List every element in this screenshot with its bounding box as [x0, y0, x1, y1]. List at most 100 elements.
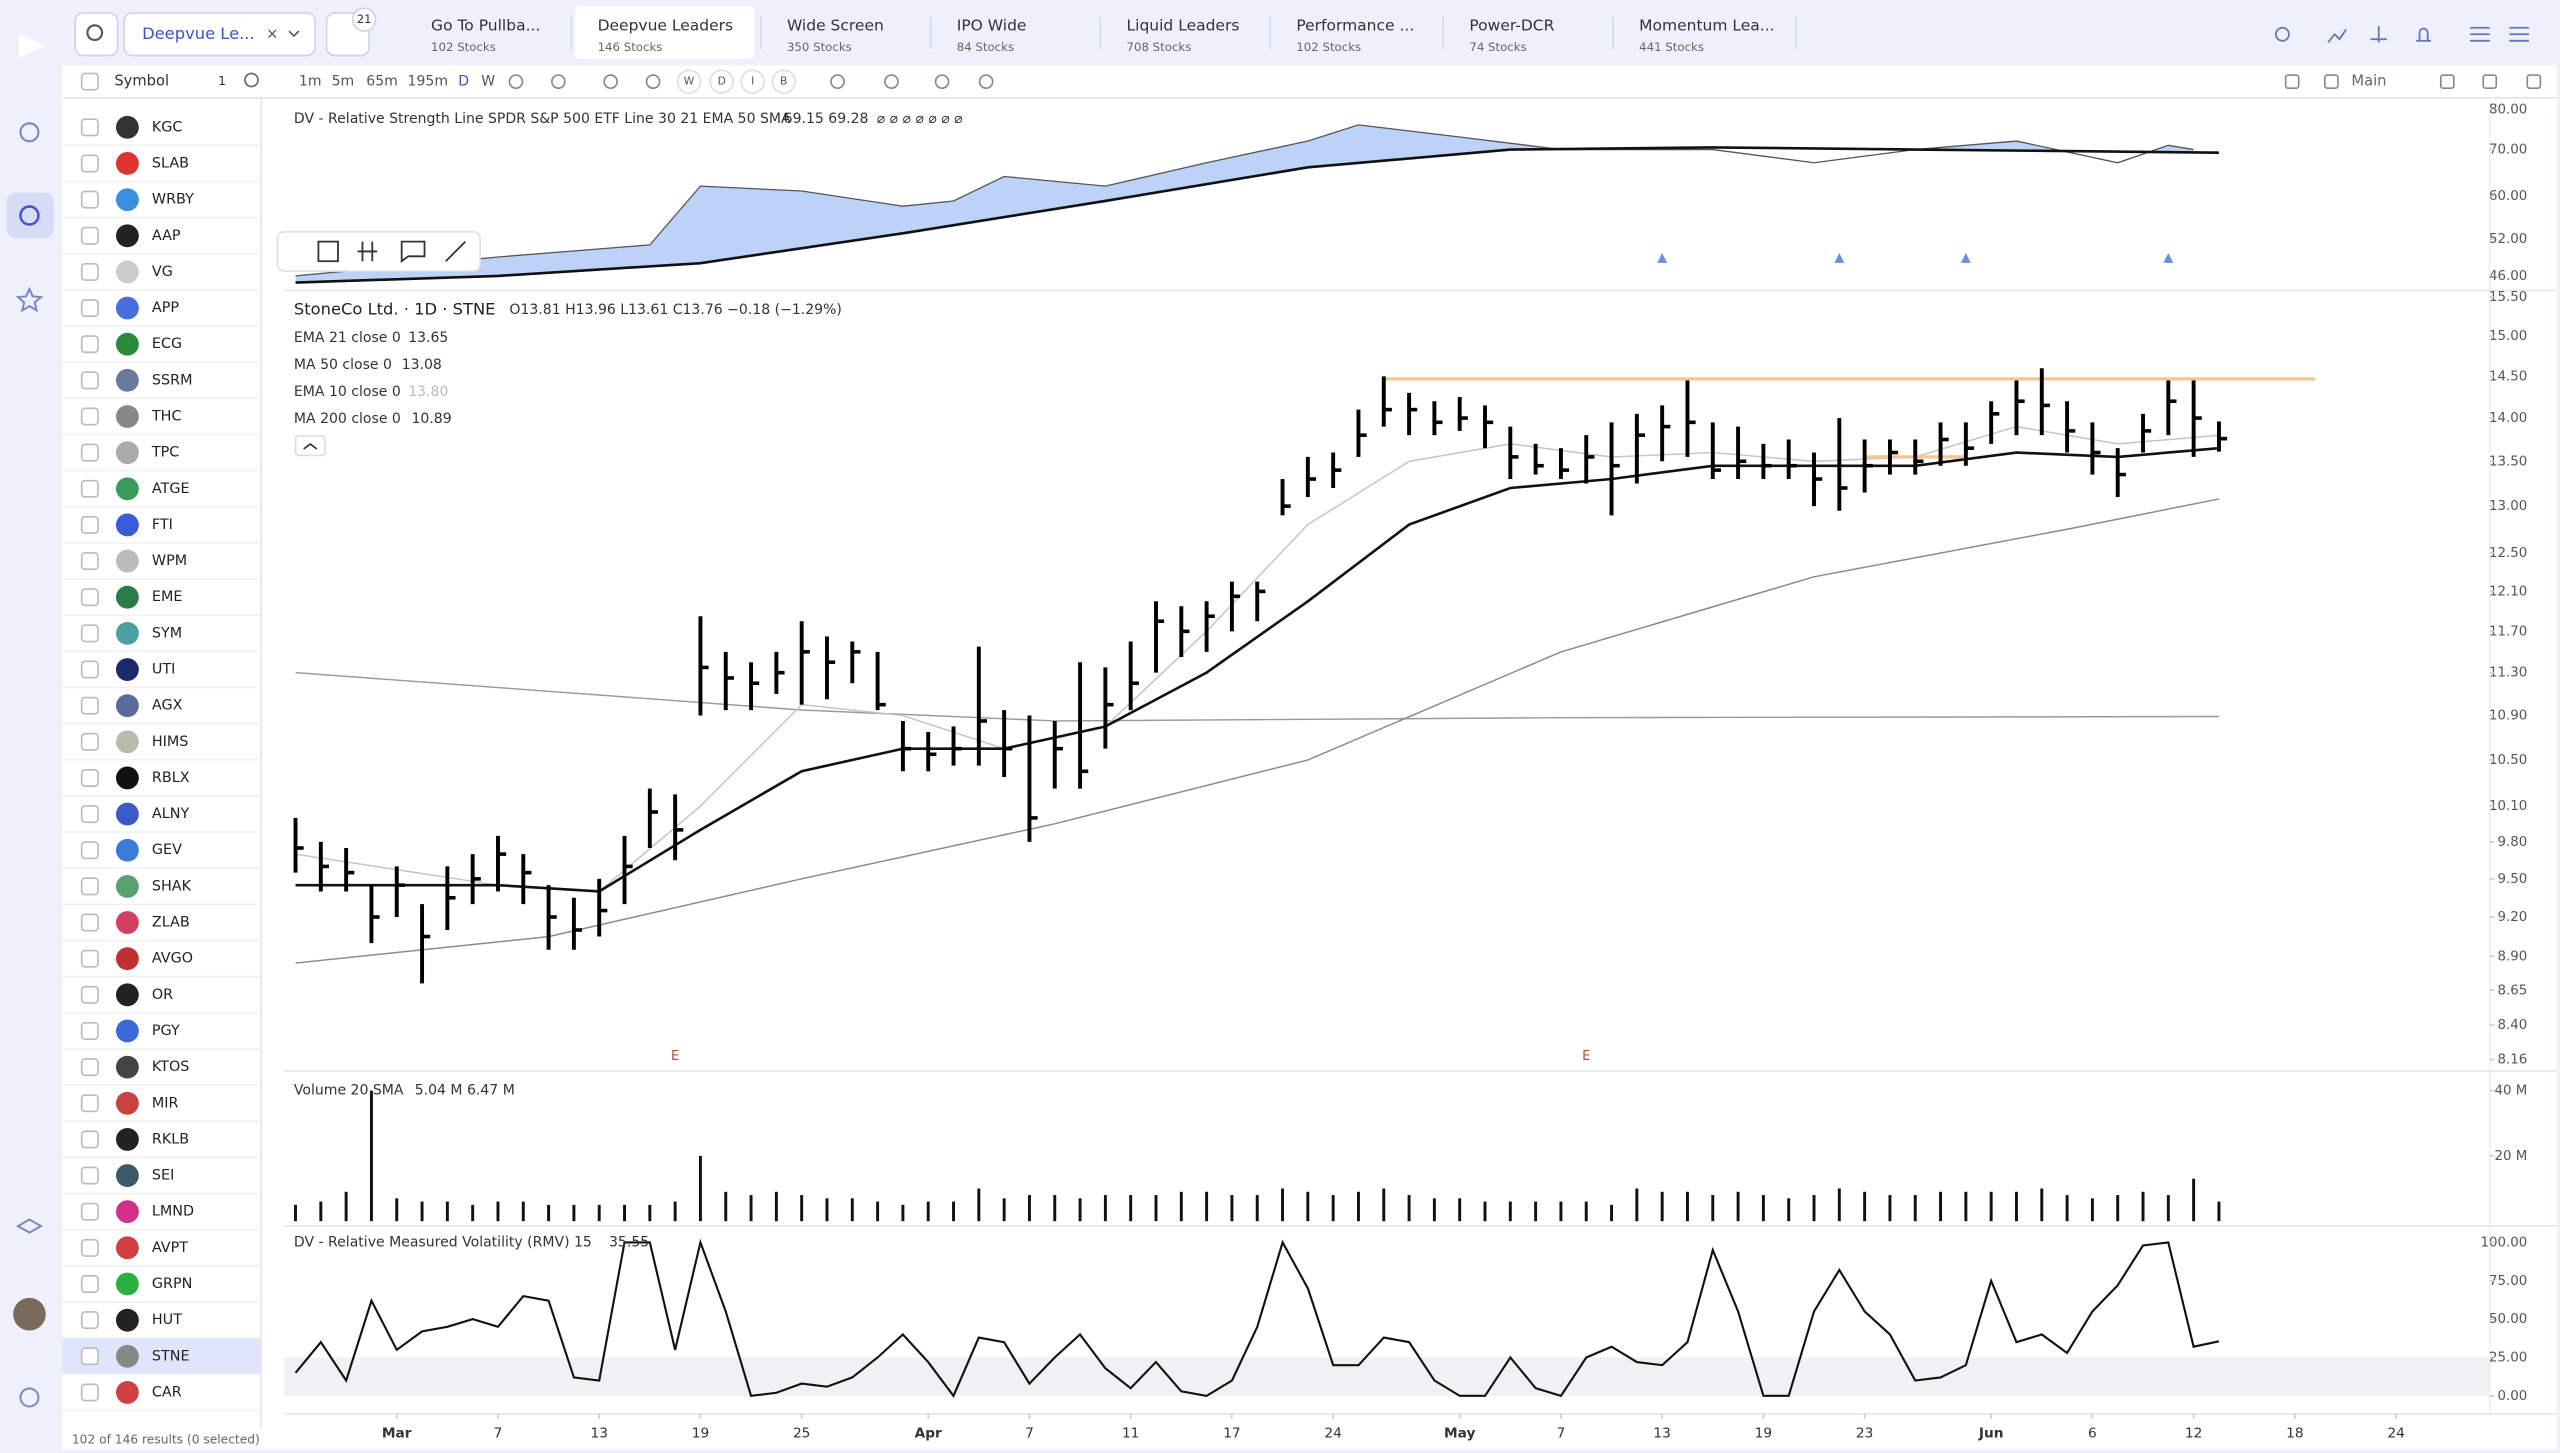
checkbox[interactable]	[80, 949, 99, 968]
checkbox[interactable]	[80, 1166, 99, 1185]
toggle-button[interactable]	[676, 69, 702, 94]
collapse-button[interactable]	[294, 435, 326, 457]
ticker-logo	[115, 1272, 139, 1296]
note-tool[interactable]	[400, 240, 426, 264]
checkbox[interactable]	[80, 262, 99, 281]
ticker-logo	[115, 188, 139, 212]
ticker-logo	[115, 694, 139, 718]
chart-icon[interactable]	[2327, 28, 2347, 44]
checkbox[interactable]	[80, 515, 99, 534]
watchlist-select[interactable]	[123, 12, 316, 57]
eraser-icon[interactable]	[830, 74, 845, 89]
checkbox[interactable]	[80, 1058, 99, 1077]
ticker: KTOS	[152, 1059, 190, 1075]
checkbox[interactable]	[80, 696, 99, 715]
checkbox[interactable]	[80, 1275, 99, 1293]
y-tick-label: 70.00	[2489, 143, 2527, 158]
redo-icon[interactable]	[978, 74, 994, 89]
clear-icon[interactable]: ×	[266, 25, 278, 42]
fib-tool[interactable]	[357, 241, 378, 262]
ticker: VG	[152, 264, 173, 280]
checkbox[interactable]	[80, 1130, 99, 1149]
toggle-button[interactable]	[740, 69, 765, 94]
checkbox[interactable]	[80, 841, 99, 860]
tool-icon[interactable]	[2482, 74, 2498, 89]
checkbox[interactable]	[80, 371, 99, 390]
templates-icon[interactable]	[645, 74, 661, 89]
toggle-button[interactable]	[709, 69, 734, 94]
toggle-label: D	[718, 75, 726, 88]
tab-count: 146 Stocks	[598, 40, 663, 54]
search-button[interactable]	[74, 12, 119, 57]
bar-style-icon[interactable]	[551, 74, 566, 89]
grid-icon[interactable]	[2509, 26, 2529, 42]
checkbox[interactable]	[80, 732, 99, 751]
rail-icon[interactable]	[19, 122, 40, 143]
checkbox[interactable]	[80, 479, 99, 498]
x-tick-label: 19	[692, 1425, 709, 1441]
checkbox[interactable]	[80, 913, 99, 932]
ticker-logo	[115, 513, 139, 537]
rect-tool[interactable]	[317, 240, 339, 263]
checkbox[interactable]	[80, 190, 99, 209]
ticker: OR	[152, 987, 173, 1003]
y-tick-label: 14.00	[2489, 411, 2527, 426]
line-tool[interactable]	[445, 240, 466, 262]
undo-icon[interactable]	[934, 74, 950, 89]
checkbox[interactable]	[80, 1021, 99, 1040]
checkbox[interactable]	[80, 1094, 99, 1113]
checkbox[interactable]	[80, 877, 99, 896]
ticker: AVPT	[152, 1240, 188, 1256]
checkbox[interactable]	[80, 1311, 99, 1330]
tool-icon[interactable]	[2370, 26, 2387, 43]
interval[interactable]: 195m	[408, 74, 448, 90]
tool-icon[interactable]	[2439, 74, 2455, 89]
checkbox[interactable]	[80, 443, 99, 462]
checkbox[interactable]	[80, 985, 99, 1004]
rail-icon[interactable]	[19, 205, 40, 226]
interval[interactable]: D	[458, 74, 469, 90]
toggle-button[interactable]	[771, 69, 796, 94]
checkbox[interactable]	[80, 72, 99, 91]
rail-icon[interactable]	[19, 1387, 40, 1408]
indicator-label: EMA 10 close 0	[294, 384, 401, 400]
checkbox[interactable]	[80, 660, 99, 679]
checkbox[interactable]	[80, 1238, 99, 1257]
tool-icon[interactable]	[2526, 74, 2542, 89]
checkbox[interactable]	[80, 118, 99, 137]
y-tick-label: 15.00	[2489, 329, 2527, 344]
checkbox[interactable]	[80, 588, 99, 607]
interval[interactable]: 65m	[366, 74, 398, 90]
checkbox[interactable]	[80, 768, 99, 787]
checkbox[interactable]	[80, 552, 99, 571]
checkbox[interactable]	[80, 624, 99, 643]
y-tick-label: 8.40	[2498, 1018, 2528, 1033]
list-icon[interactable]	[2470, 26, 2490, 42]
checkbox[interactable]	[80, 805, 99, 824]
interval[interactable]: 1m	[299, 74, 322, 90]
checkbox[interactable]	[80, 226, 99, 245]
layout-name[interactable]: Main	[2351, 73, 2386, 90]
checkbox[interactable]	[80, 1347, 99, 1366]
checkbox[interactable]	[80, 1202, 99, 1221]
checkbox[interactable]	[80, 1383, 99, 1402]
share-icon[interactable]	[2274, 26, 2290, 42]
interval[interactable]: W	[481, 74, 495, 90]
rs-sma	[295, 146, 2219, 284]
rail-icon[interactable]	[16, 1218, 43, 1234]
checkbox[interactable]	[80, 407, 99, 426]
checkbox[interactable]	[80, 154, 99, 173]
bell-icon[interactable]	[2416, 27, 2431, 42]
checkbox[interactable]	[80, 299, 99, 318]
avatar[interactable]	[13, 1297, 46, 1331]
chevron-icon[interactable]	[508, 74, 524, 89]
checkbox[interactable]	[80, 335, 99, 354]
rail-icon[interactable]	[15, 286, 44, 313]
interval[interactable]: 5m	[332, 74, 355, 90]
refresh-icon[interactable]	[884, 74, 899, 89]
tool-icon[interactable]	[2324, 74, 2339, 89]
settings-icon[interactable]	[244, 72, 259, 88]
indicators-icon[interactable]	[603, 74, 618, 89]
tool-icon[interactable]	[2284, 74, 2300, 89]
logo[interactable]	[18, 32, 45, 59]
